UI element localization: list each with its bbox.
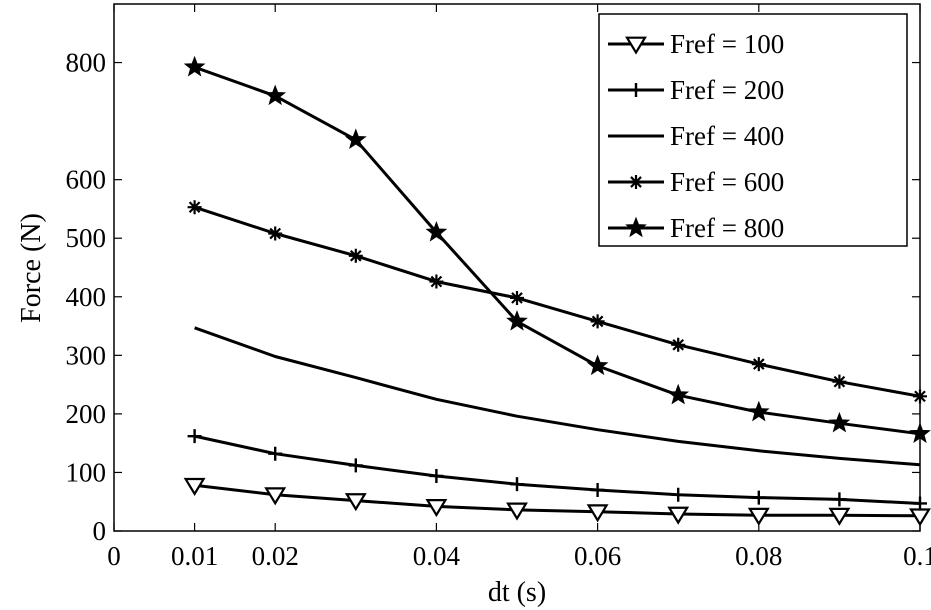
data-point [586,354,609,376]
data-point [344,128,367,150]
legend-box [598,13,908,247]
y-tick-label: 500 [66,223,107,253]
data-point [832,492,847,507]
legend-label: Fref = 600 [670,167,784,197]
series-line [194,434,921,505]
data-point [590,314,605,329]
x-tick-label: 0.08 [735,541,782,571]
data-point [751,490,766,505]
data-point [828,411,851,433]
data-point [425,220,448,242]
legend-label: Fref = 100 [670,29,784,59]
data-point [183,55,206,77]
legend-marker [629,175,643,189]
data-point [913,496,927,511]
legend-entry: Fref = 100 [608,29,784,59]
y-tick-label: 800 [66,48,107,78]
data-point [429,274,444,289]
data-point [667,506,690,525]
y-tick-label: 0 [93,516,107,546]
legend-marker [625,216,647,238]
data-point [187,200,202,215]
data-point [913,389,927,404]
legend-label: Fref = 400 [670,121,784,151]
data-point [425,499,448,518]
legend-marker [625,36,647,55]
data-point [264,84,287,106]
series-4 [187,200,927,404]
data-point [671,487,686,502]
legend-entry: Fref = 400 [608,121,784,151]
series-line [194,326,921,467]
x-tick-label: 0.04 [413,541,461,571]
y-tick-label: 200 [66,399,107,429]
data-point [747,400,770,422]
legend-label: Fref = 800 [670,213,784,243]
x-tick-label: 0.02 [252,541,299,571]
data-point [187,429,202,444]
data-point [429,468,444,483]
data-point [671,337,686,352]
legend-label: Fref = 200 [670,75,784,105]
data-point [667,383,690,405]
legend-entry: Fref = 800 [608,213,784,243]
data-point [264,487,287,506]
data-point [510,290,524,305]
axis-ticks: 0 0.01 0.02 0.04 0.06 0.08 0.1 0 100 200 300 400 500… [66,4,931,571]
y-tick-label: 400 [66,282,107,312]
legend-marker [629,83,643,97]
legend-entry: Fref = 200 [608,75,784,105]
data-point [506,502,528,521]
legend-entry: Fref = 600 [608,167,784,197]
y-tick-label: 100 [66,457,107,487]
y-tick-label: 300 [66,340,107,370]
series-line [194,205,921,398]
series-layer [183,55,931,527]
y-tick-label: 600 [66,165,107,195]
data-point [506,309,528,331]
series-line [194,65,921,436]
series-3 [194,326,921,467]
x-axis-label: dt (s) [488,577,546,608]
data-point [268,446,283,461]
series-2 [187,429,927,511]
plot-frame [113,3,921,532]
data-point [828,507,851,526]
data-point [751,357,766,372]
x-tick-label: 0.06 [574,541,621,571]
data-point [348,248,363,263]
data-point [510,477,524,492]
data-point [832,374,847,389]
data-point [586,504,609,523]
x-tick-label: 0.01 [171,541,218,571]
data-point [909,422,931,444]
data-point [348,458,363,473]
data-point [590,483,605,498]
y-axis-label: Force (N) [16,213,47,323]
series-line [194,483,921,518]
x-tick-label: 0 [107,541,121,571]
series-1 [183,477,931,527]
data-point [268,226,283,241]
x-tick-label: 0.1 [903,541,931,571]
data-point [344,493,367,512]
legend: Fref = 100 Fref = 200 Fref = 400 Fref = 600… [598,13,908,247]
data-point [183,477,206,496]
data-point [747,507,770,526]
series-5 [183,55,931,444]
